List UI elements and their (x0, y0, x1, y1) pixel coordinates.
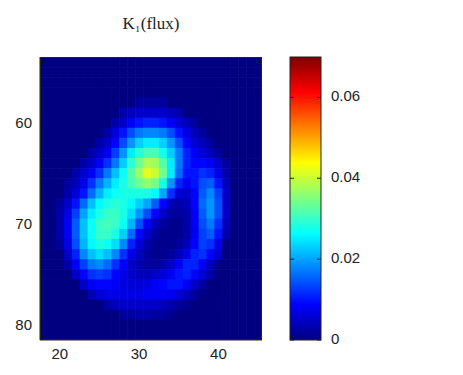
svg-text:0.04: 0.04 (331, 168, 360, 185)
svg-text:0: 0 (331, 330, 339, 347)
svg-text:20: 20 (51, 345, 68, 362)
svg-text:80: 80 (15, 316, 32, 333)
svg-text:0.02: 0.02 (331, 249, 360, 266)
svg-text:40: 40 (210, 345, 227, 362)
svg-text:0.06: 0.06 (331, 87, 360, 104)
svg-text:30: 30 (131, 345, 148, 362)
svg-text:70: 70 (15, 215, 32, 232)
html-text:K₁(flux): K₁(flux) (122, 14, 180, 33)
svg-text:60: 60 (15, 114, 32, 131)
